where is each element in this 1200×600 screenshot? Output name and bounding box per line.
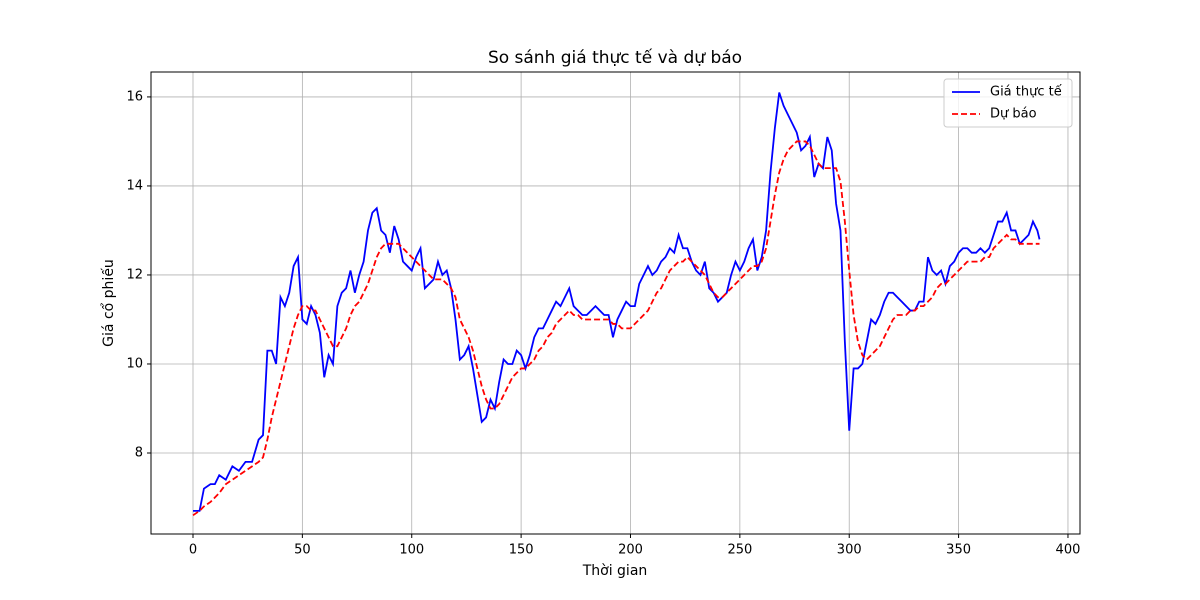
y-tick-label: 8 xyxy=(135,445,143,460)
y-tick-label: 12 xyxy=(126,267,143,282)
x-tick-label: 100 xyxy=(399,543,424,558)
x-tick-label: 250 xyxy=(727,543,752,558)
x-tick-label: 400 xyxy=(1056,543,1081,558)
y-tick-label: 14 xyxy=(126,178,143,193)
legend-label: Dự báo xyxy=(990,107,1037,122)
y-tick-label: 16 xyxy=(126,89,143,104)
data-line xyxy=(193,92,1041,512)
legend: Giá thực tế Dự báo xyxy=(943,78,1073,128)
x-axis-label: Thời gian xyxy=(582,563,648,579)
x-tick-label: 200 xyxy=(618,543,643,558)
x-tick-label: 0 xyxy=(189,543,197,558)
legend-box xyxy=(943,78,1073,128)
y-tick-label: 10 xyxy=(126,356,143,371)
data-line xyxy=(192,140,1040,517)
x-tick-label: 50 xyxy=(294,543,311,558)
x-tick-label: 150 xyxy=(509,543,534,558)
x-tick-label: 300 xyxy=(837,543,862,558)
legend-label: Giá thực tế xyxy=(990,85,1062,100)
x-tick-label: 350 xyxy=(946,543,971,558)
y-axis-label: Giá cổ phiếu xyxy=(100,259,117,347)
chart-title: So sánh giá thực tế và dự báo xyxy=(488,47,742,68)
plot-frame xyxy=(150,71,1081,535)
